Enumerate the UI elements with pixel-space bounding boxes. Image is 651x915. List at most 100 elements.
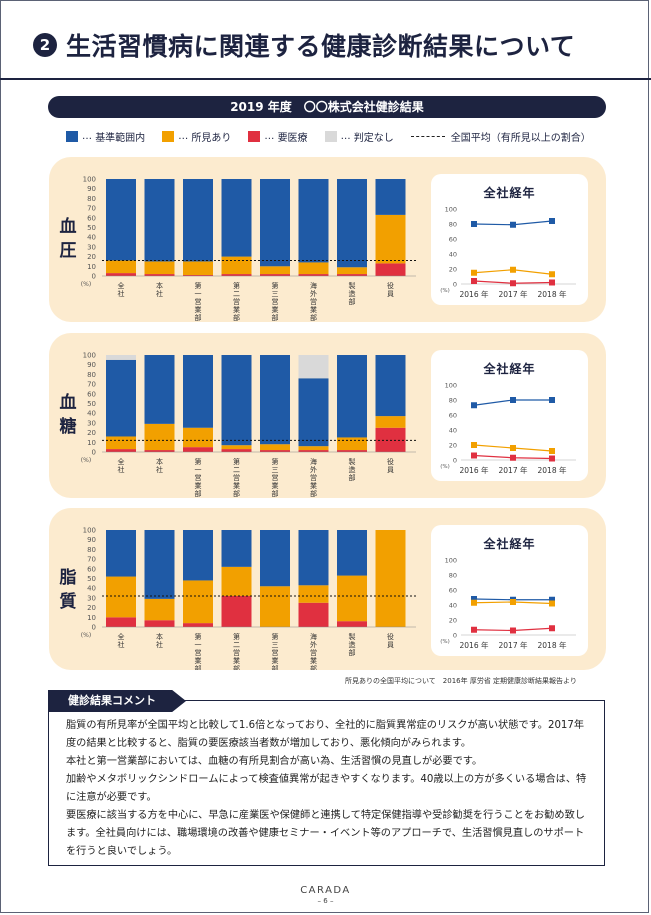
trend-chart-blood-sugar: 0 20 40 60 80 100 (%) 2016 年 2017 年 2018 年 — [440, 382, 576, 475]
bar-segment — [337, 179, 367, 268]
bar-segment — [260, 444, 290, 451]
category-label-char: 三 — [272, 466, 279, 474]
trend-y-tick: 80 — [449, 572, 457, 580]
y-tick-label: 70 — [87, 205, 96, 213]
bar-segment — [144, 179, 175, 262]
trend-point — [471, 626, 477, 633]
y-tick-label: 60 — [87, 214, 96, 222]
category-label-char: 社 — [156, 465, 163, 474]
trend-title-lipids: 全社経年 — [483, 537, 536, 551]
trend-point — [549, 218, 555, 224]
comment-paragraph: 加齢やメタボリックシンドロームによって検査値異常が起きやすくなります。40歳以上… — [66, 774, 587, 803]
trend-point — [510, 221, 516, 228]
trend-x-label: 2018 年 — [538, 465, 567, 475]
category-label-char: 全 — [118, 281, 125, 290]
category-label-char: 営 — [310, 648, 317, 657]
trend-point — [510, 397, 516, 403]
category-label-char: 全 — [118, 632, 125, 641]
trend-point — [510, 454, 516, 461]
legend-swatch-treatment — [248, 131, 261, 142]
category-label-char: 営 — [272, 648, 279, 657]
category-label-char: 一 — [195, 290, 202, 298]
trend-box-lipids: 全社経年 0 20 40 60 80 100 (%) 2016 年 2017 年 2018 年 — [431, 525, 588, 656]
page-title: 生活習慣病に関連する健康診断結果について — [66, 32, 576, 61]
bar-segment — [298, 179, 329, 263]
bar-segment — [183, 623, 213, 627]
category-label-char: 二 — [233, 641, 240, 649]
bar-segment — [106, 617, 136, 627]
bar-segment — [260, 530, 290, 587]
y-tick-label: 30 — [87, 594, 96, 602]
y-tick-label: 40 — [87, 585, 96, 593]
y-tick-label: 40 — [87, 234, 96, 242]
y-tick-label: 10 — [87, 614, 96, 622]
category-label-char: 営 — [310, 473, 317, 482]
category-label-char: 業 — [233, 481, 240, 490]
y-tick-label: 10 — [87, 439, 96, 447]
y-tick-label: 60 — [87, 565, 96, 573]
bar-segment — [221, 256, 252, 275]
trend-point — [471, 221, 477, 227]
legend-label-normal: 基準範囲内 — [95, 133, 146, 144]
category-label-char: 部 — [233, 664, 240, 670]
bar-segment — [260, 179, 290, 267]
y-unit-label: (%) — [81, 457, 91, 464]
bar-segment — [337, 355, 367, 438]
category-label-char: 営 — [310, 297, 317, 306]
category-label-char: 三 — [272, 641, 279, 649]
category-label-char: 本 — [156, 281, 163, 290]
category-label-char: 第 — [272, 281, 279, 290]
category-label-char: 業 — [233, 305, 240, 314]
legend-label-treatment: 要医療 — [277, 133, 308, 144]
trend-title-blood-pressure: 全社経年 — [483, 186, 536, 200]
legend-item-normal: … 基準範囲内 — [66, 129, 145, 144]
bar-segment — [298, 530, 329, 586]
trend-y-tick: 0 — [453, 281, 457, 289]
bar-segment — [375, 416, 406, 428]
category-label-char: 部 — [233, 489, 240, 498]
legend-label-finding: 所見あり — [191, 133, 232, 144]
trend-x-label: 2016 年 — [460, 640, 489, 650]
category-label-char: 員 — [387, 641, 394, 649]
trend-point — [549, 279, 555, 286]
trend-x-label: 2016 年 — [460, 289, 489, 299]
panel-label-blood-sugar: 血糖 — [59, 393, 77, 437]
y-tick-label: 0 — [92, 624, 96, 632]
report-banner: 2019 年度 〇〇株式会社健診結果 — [48, 96, 606, 118]
legend-item-finding: … 所見あり — [162, 129, 231, 144]
trend-point — [510, 280, 516, 287]
bar-segment — [144, 598, 175, 621]
trend-x-label: 2016 年 — [460, 465, 489, 475]
trend-point — [549, 455, 555, 462]
y-tick-label: 90 — [87, 361, 96, 369]
category-label-char: 役 — [387, 281, 394, 290]
bar-segment — [298, 602, 329, 627]
category-label-char: 社 — [156, 640, 163, 649]
category-label-char: 業 — [272, 656, 279, 665]
category-label-char: 部 — [272, 313, 279, 322]
trend-point — [471, 269, 477, 276]
trend-point — [471, 596, 477, 602]
y-tick-label: 30 — [87, 243, 96, 251]
bar-segment — [375, 530, 406, 627]
y-tick-label: 90 — [87, 185, 96, 193]
category-label-char: 海 — [310, 632, 317, 641]
y-tick-label: 90 — [87, 536, 96, 544]
category-label-char: 全 — [118, 457, 125, 466]
bar-segment — [106, 436, 136, 450]
bar-segment — [106, 530, 136, 577]
bar-segment — [183, 530, 213, 581]
trend-point — [510, 599, 516, 605]
trend-y-tick: 40 — [449, 602, 457, 610]
category-label-char: 海 — [310, 457, 317, 466]
trend-point — [471, 442, 477, 448]
category-label-char: 第 — [195, 457, 202, 466]
bar-segment — [144, 274, 175, 276]
trend-point — [471, 452, 477, 459]
category-label-char: 製 — [349, 457, 356, 466]
bar-segment — [221, 179, 252, 257]
trend-point — [510, 266, 516, 273]
trend-y-unit: (%) — [440, 288, 450, 294]
bar-segment — [221, 355, 252, 446]
